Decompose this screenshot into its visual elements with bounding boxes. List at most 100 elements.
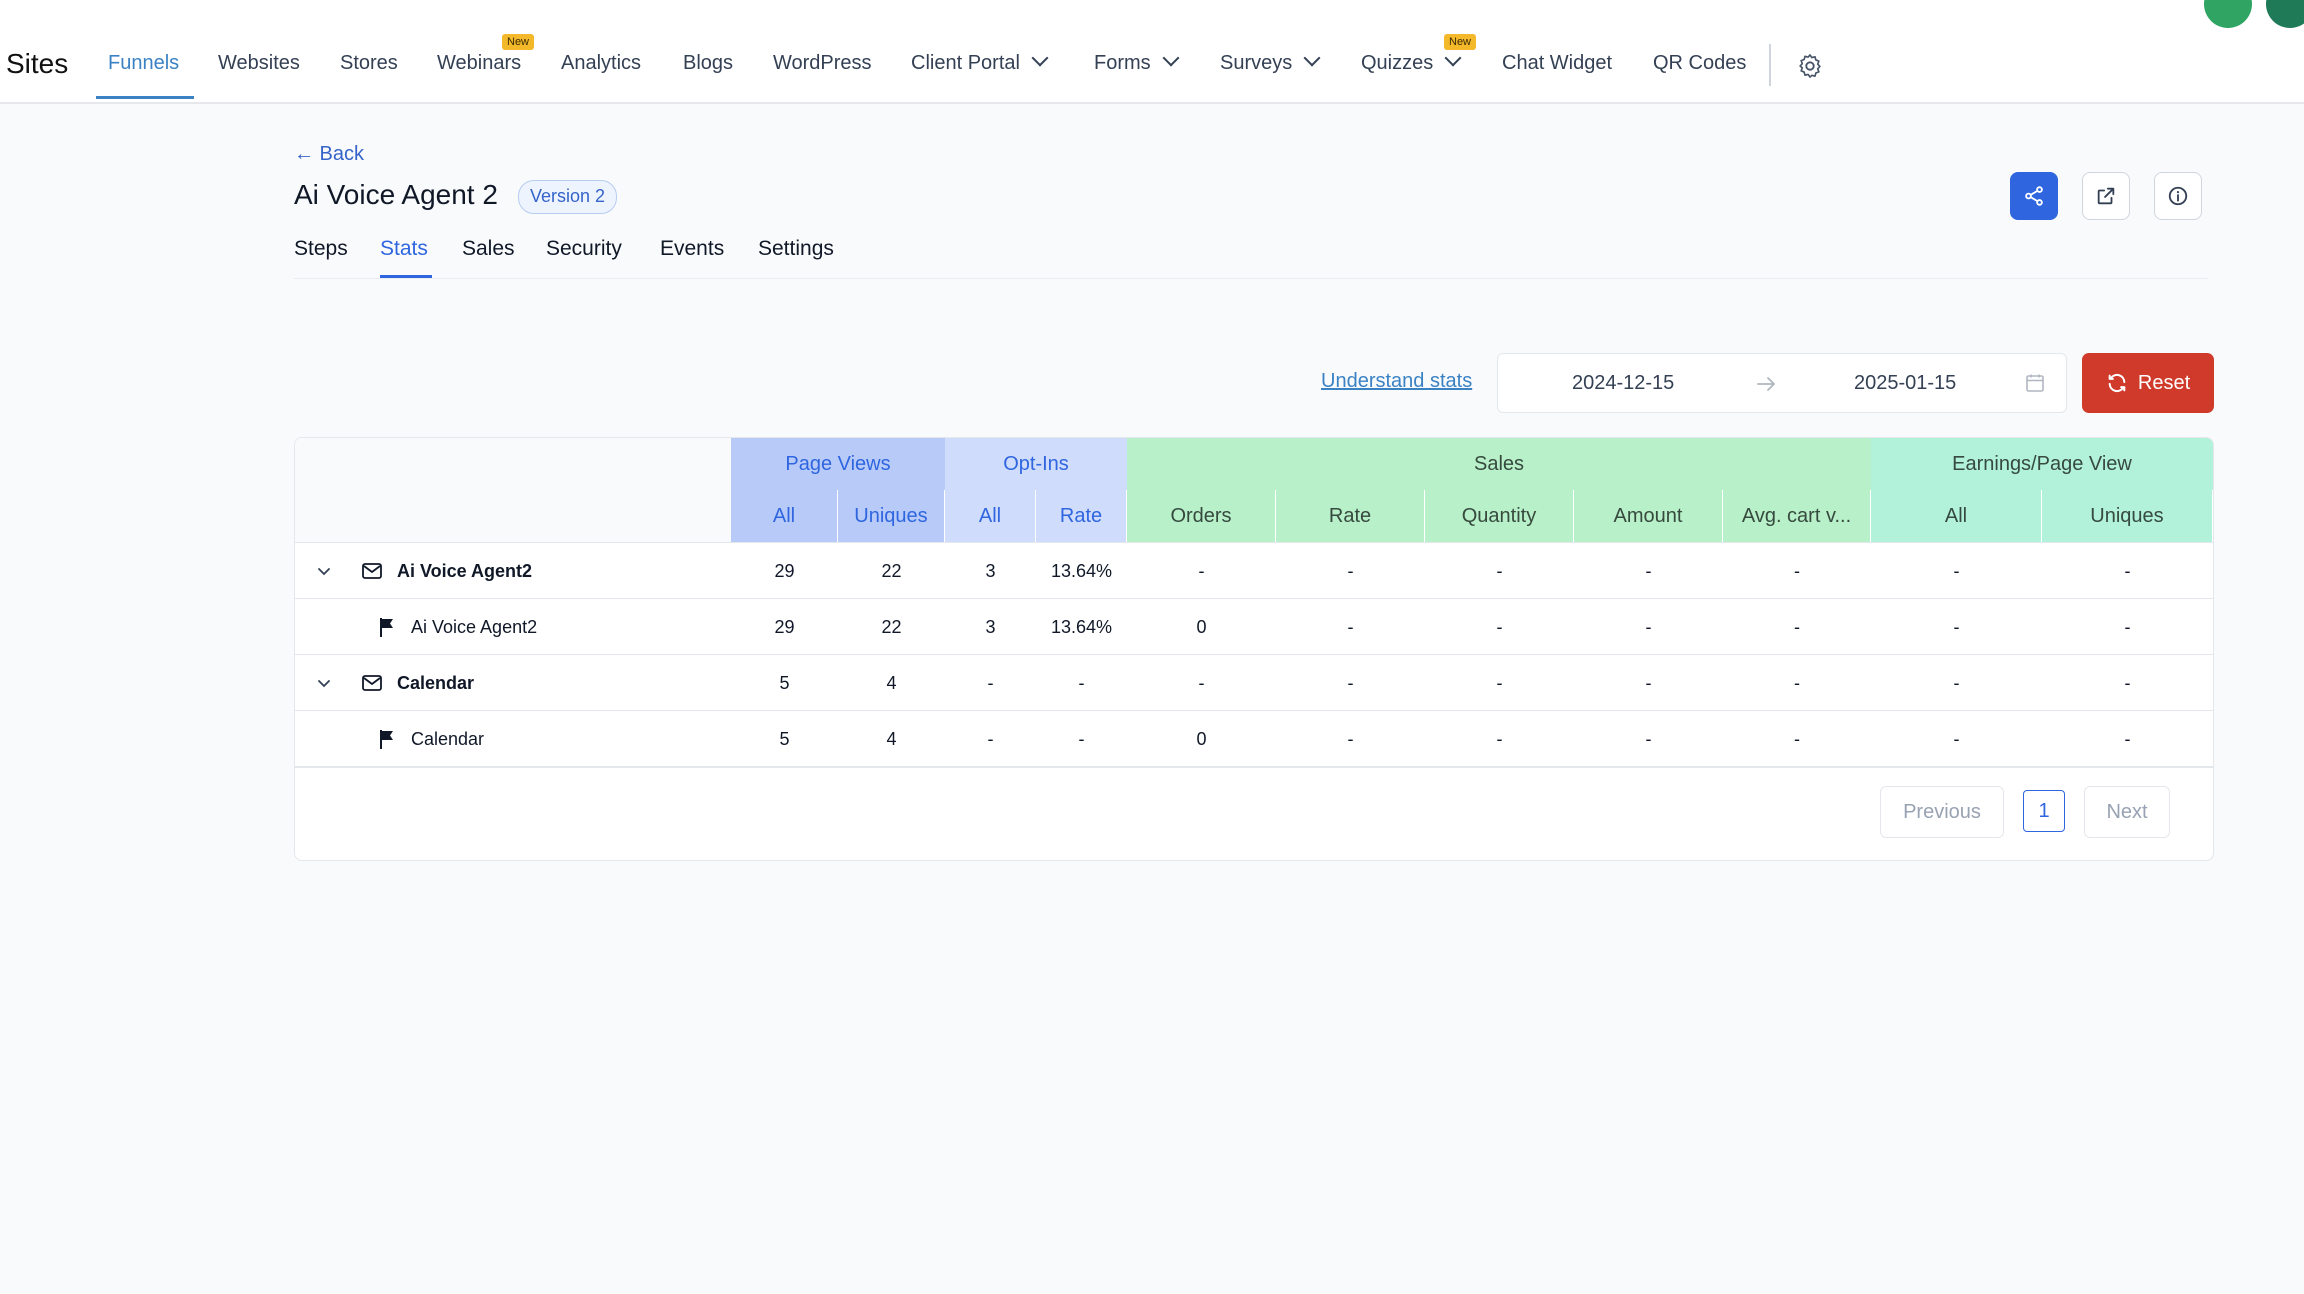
chevron-down-icon[interactable] [315,562,333,580]
cell-sales-orders: 0 [1196,728,1207,749]
share-button[interactable] [2010,172,2058,220]
nav-forms[interactable]: Forms [1094,49,1180,75]
tab-sales[interactable]: Sales [462,237,515,260]
tabs-divider [294,278,2208,279]
end-date[interactable]: 2025-01-15 [1854,372,1957,394]
info-button[interactable] [2154,172,2202,220]
cell-sales-quantity: - [1496,616,1503,637]
cell-opt-ins-rate: - [1078,728,1085,749]
cell-sales-rate: - [1347,560,1354,581]
cell-opt-ins-all: 3 [985,616,996,637]
header-opt-ins: Opt-Ins [945,438,1127,490]
cell-earnings-uniques: - [2124,672,2131,693]
gear-icon[interactable] [1796,52,1824,80]
cell-sales-avg-cart: - [1794,560,1800,581]
brand-title: Sites [6,48,69,79]
cell-page-views-all: 5 [779,728,790,749]
cell-earnings-uniques: - [2124,728,2131,749]
subheader-sales-orders: Orders [1127,490,1276,542]
avatar[interactable] [2266,0,2304,28]
arrow-right-icon [1757,377,1775,391]
cell-earnings-all: - [1953,616,1960,637]
header-earnings-per-page-view: Earnings/Page View [1871,438,2213,490]
cell-opt-ins-all: - [987,728,994,749]
cell-sales-quantity: - [1496,560,1503,581]
subheader-sales-quantity: Quantity [1425,490,1574,542]
open-external-button[interactable] [2082,172,2130,220]
tab-stats[interactable]: Stats [380,237,428,260]
cell-opt-ins-rate: 13.64% [1050,560,1113,581]
subheader-sales-avg-cart-value: Avg. cart v... [1723,490,1871,542]
info-icon [2168,186,2188,206]
pagination-next-button[interactable]: Next [2084,786,2170,838]
refresh-icon [2108,373,2126,393]
nav-qr-codes[interactable]: QR Codes [1653,52,1747,74]
stats-table: Page Views Opt-Ins Sales Earnings/Page V… [294,437,2214,861]
avatar[interactable] [2204,0,2252,28]
share-icon [2025,186,2043,206]
nav-surveys-label: Surveys [1220,52,1293,74]
top-navbar: Sites Funnels Websites Stores Webinars N… [0,0,2304,104]
nav-websites[interactable]: Websites [218,52,300,74]
nav-webinars[interactable]: Webinars [437,52,522,74]
nav-wordpress[interactable]: WordPress [773,52,872,74]
new-badge-webinars: New [502,34,535,50]
cell-sales-rate: - [1347,728,1354,749]
row-label: Calendar [397,672,475,693]
calendar-icon[interactable] [2024,372,2046,394]
cell-earnings-all: - [1953,560,1960,581]
page-title: Ai Voice Agent 2 [294,179,498,210]
nav-blogs[interactable]: Blogs [683,52,734,74]
start-date[interactable]: 2024-12-15 [1572,372,1675,394]
chevron-down-icon [1303,49,1321,67]
nav-divider [1769,44,1771,86]
nav-analytics[interactable]: Analytics [561,52,642,74]
nav-quizzes[interactable]: Quizzes [1361,49,1462,75]
subheader-sales-rate: Rate [1276,490,1425,542]
table-row-group: Calendar 5 4 - - - - - - - - - [295,654,2213,711]
nav-client-portal-label: Client Portal [911,52,1020,74]
nav-active-indicator [96,96,194,99]
reset-button[interactable]: Reset [2082,353,2214,413]
nav-stores[interactable]: Stores [340,52,398,74]
nav-chat-widget[interactable]: Chat Widget [1502,52,1613,74]
cell-sales-rate: - [1347,616,1354,637]
cell-earnings-all: - [1953,672,1960,693]
cell-earnings-uniques: - [2124,616,2131,637]
header-sales: Sales [1127,438,1871,490]
nav-surveys[interactable]: Surveys [1220,49,1321,75]
external-link-icon [2097,187,2115,205]
row-label: Ai Voice Agent2 [411,616,538,637]
nav-quizzes-label: Quizzes [1361,52,1434,74]
cell-page-views-uniques: 4 [886,728,897,749]
tab-events[interactable]: Events [660,237,725,260]
cell-page-views-uniques: 4 [886,672,897,693]
subheader-earnings-all: All [1871,490,2042,542]
chevron-down-icon [1031,49,1049,67]
chevron-down-icon [1162,49,1180,67]
cell-page-views-all: 29 [774,616,795,637]
cell-opt-ins-all: - [987,672,994,693]
understand-stats-link[interactable]: Understand stats [1321,370,1473,392]
reset-label: Reset [2137,371,2191,394]
cell-earnings-uniques: - [2124,560,2131,581]
tab-steps[interactable]: Steps [294,237,348,260]
tab-security[interactable]: Security [546,237,622,260]
cell-sales-rate: - [1347,672,1354,693]
subheader-opt-ins-rate: Rate [1036,490,1127,542]
header-page-views: Page Views [731,438,945,490]
table-row-step: Calendar 5 4 - - 0 - - - - - - [295,710,2213,767]
pagination-page-1[interactable]: 1 [2023,790,2065,832]
nav-funnels[interactable]: Funnels [108,52,180,74]
pagination-previous-button[interactable]: Previous [1880,786,2004,838]
chevron-down-icon[interactable] [315,674,333,692]
nav-client-portal[interactable]: Client Portal [911,49,1049,75]
back-link[interactable]: ← Back [294,143,365,165]
chevron-down-icon [1444,49,1462,67]
table-divider [295,766,2213,768]
tab-settings[interactable]: Settings [758,237,834,260]
subheader-page-views-all: All [731,490,838,542]
date-range-picker[interactable]: 2024-12-15 2025-01-15 [1497,353,2067,413]
cell-sales-amount: - [1645,616,1652,637]
tab-active-indicator [380,275,432,278]
